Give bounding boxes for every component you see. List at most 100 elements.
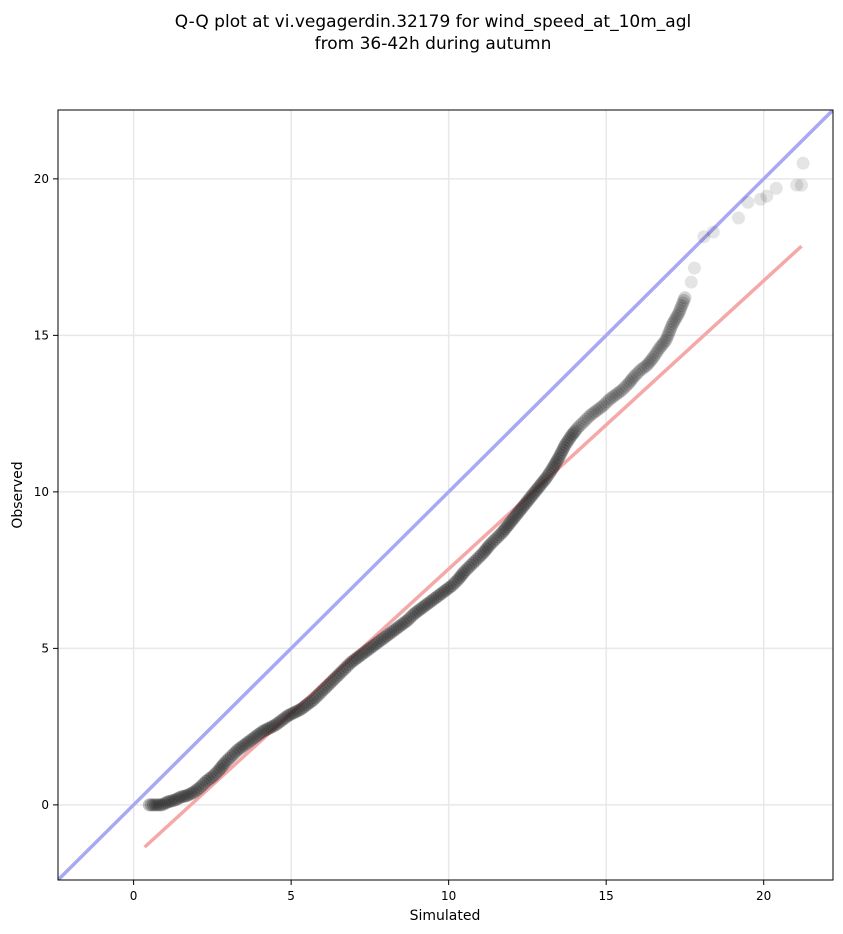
quantile-point — [252, 727, 266, 741]
quantile-point — [420, 598, 434, 612]
quantile-point — [594, 400, 608, 414]
quantile-point — [350, 651, 364, 665]
quantile-point — [687, 261, 701, 275]
quantile-point — [281, 709, 295, 723]
quantile-point — [312, 687, 326, 701]
quantile-point — [382, 627, 396, 641]
quantile-point — [296, 701, 310, 715]
quantile-point — [354, 648, 368, 662]
quantile-point — [790, 178, 804, 192]
quantile-point — [237, 738, 251, 752]
quantile-point — [643, 354, 657, 368]
quantile-point — [554, 445, 568, 459]
quantile-point — [493, 528, 507, 542]
quantile-point — [417, 599, 431, 613]
x-tick-label: 10 — [441, 889, 456, 903]
quantile-point — [547, 459, 561, 473]
y-tick-label: 0 — [41, 798, 49, 812]
quantile-point — [302, 696, 316, 710]
quantile-point — [411, 604, 425, 618]
quantile-point — [165, 794, 179, 808]
quantile-point — [294, 702, 308, 716]
quantile-point — [563, 431, 577, 445]
quantile-point — [706, 225, 720, 239]
quantile-point — [147, 798, 161, 812]
quantile-point — [233, 742, 247, 756]
quantile-point — [551, 453, 565, 467]
quantile-point — [560, 436, 574, 450]
quantile-point — [231, 743, 245, 757]
quantile-point — [254, 726, 268, 740]
quantile-point — [470, 552, 484, 566]
quantile-point — [638, 360, 652, 374]
quantile-point — [319, 681, 333, 694]
quantile-point — [441, 582, 455, 596]
quantile-point — [569, 423, 583, 437]
quantile-point — [653, 341, 667, 355]
quantile-point — [575, 417, 589, 431]
quantile-point — [552, 450, 566, 464]
quantile-point — [604, 391, 618, 405]
quantile-point — [553, 448, 567, 462]
quantile-point — [621, 377, 635, 391]
quantile-point — [159, 796, 173, 810]
quantile-point — [439, 583, 452, 597]
quantile-point — [566, 427, 580, 441]
quantile-point — [525, 488, 539, 502]
quantile-point — [317, 683, 331, 697]
quantile-point — [609, 388, 623, 402]
quantile-point — [670, 309, 684, 323]
quantile-point — [656, 337, 670, 351]
quantile-point — [513, 504, 527, 518]
quantile-point — [266, 719, 280, 733]
quantile-point — [516, 500, 530, 514]
quantile-point — [673, 304, 687, 318]
quantile-point — [460, 563, 474, 577]
y-axis-label: Observed — [10, 461, 26, 528]
quantile-point — [514, 502, 528, 516]
quantile-point — [359, 645, 373, 659]
quantile-point — [373, 634, 387, 648]
quantile-point — [650, 346, 664, 360]
quantile-point — [662, 325, 676, 339]
quantile-point — [528, 484, 542, 498]
grid-lines — [58, 110, 833, 880]
quantile-point — [325, 674, 339, 688]
quantile-point — [346, 654, 360, 668]
quantile-point — [331, 668, 345, 682]
quantile-point — [663, 323, 677, 337]
quantile-point — [602, 393, 616, 407]
quantile-point — [508, 510, 522, 524]
quantile-point — [531, 481, 545, 495]
quantile-point — [536, 475, 550, 489]
quantile-point — [361, 643, 375, 657]
quantile-point — [306, 693, 320, 707]
quantile-point — [426, 593, 440, 607]
quantile-point — [174, 790, 188, 804]
quantile-point — [310, 689, 324, 703]
quantile-point — [222, 751, 236, 765]
quantile-point — [151, 798, 165, 812]
quantile-point — [522, 492, 536, 506]
quantile-point — [273, 715, 287, 729]
quantile-point — [199, 774, 213, 788]
quantile-point — [672, 306, 686, 320]
quantile-point — [479, 542, 493, 556]
quantile-point — [535, 477, 549, 491]
quantile-point — [674, 301, 688, 315]
y-axis-ticks: 0 5 10 15 20 — [34, 172, 58, 812]
quantile-point — [338, 662, 352, 676]
quantile-point — [796, 156, 810, 170]
quantile-point — [544, 464, 558, 478]
quantile-point — [539, 471, 553, 485]
quantile-point — [142, 798, 156, 812]
y-tick-label: 5 — [41, 641, 49, 655]
quantile-point — [264, 720, 278, 734]
quantile-point — [500, 520, 514, 534]
quantile-point — [615, 383, 629, 397]
quantile-point — [378, 630, 392, 644]
quantile-point — [344, 655, 358, 669]
quantile-point — [277, 712, 291, 726]
quantile-point — [413, 602, 427, 616]
